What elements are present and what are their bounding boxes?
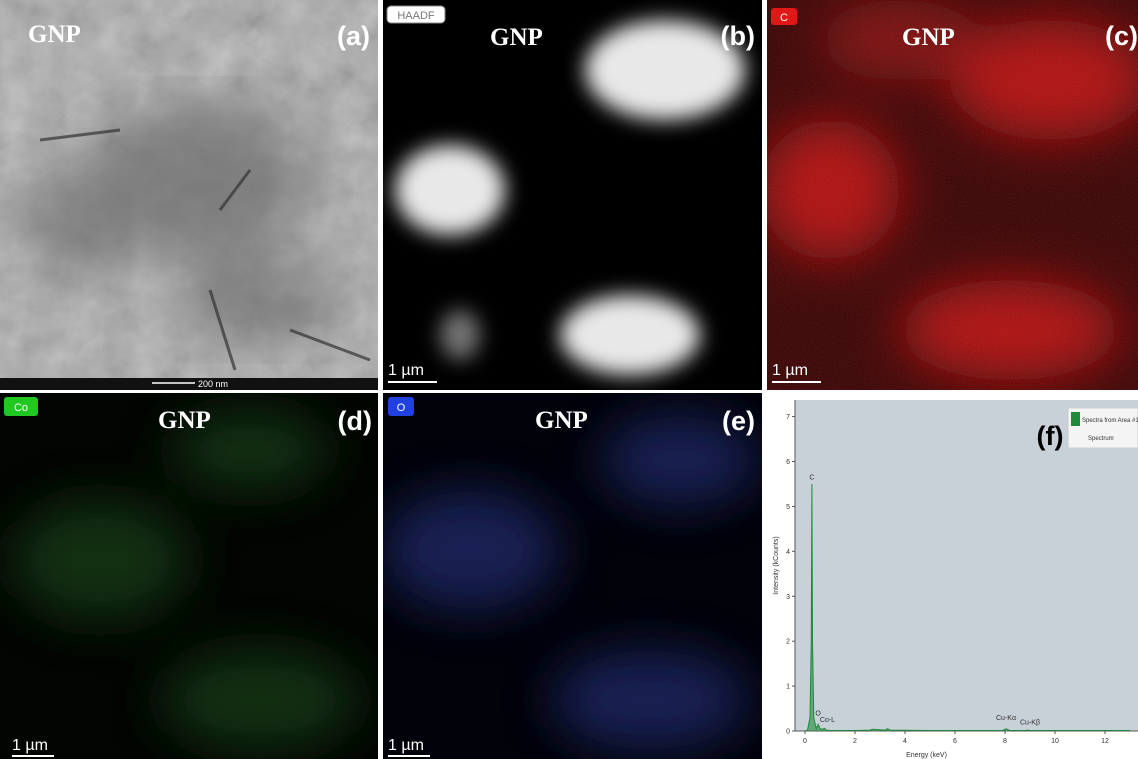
badge: O: [397, 402, 406, 414]
x-tick-label: 0: [803, 738, 807, 745]
panel-e: O GNP (e) 1 µm: [380, 393, 762, 759]
x-tick-label: 8: [1003, 738, 1007, 745]
y-tick-label: 7: [786, 414, 790, 421]
panel-title: GNP: [28, 21, 81, 48]
scale-bar-label: 1 µm: [388, 362, 424, 379]
peak-label: Co-L: [820, 717, 835, 724]
peak-label: Cu-Kβ: [1020, 719, 1040, 726]
panel-title: GNP: [490, 24, 543, 51]
legend-swatch: [1071, 412, 1080, 426]
badge: C: [780, 12, 788, 24]
y-tick-label: 6: [786, 459, 790, 466]
y-tick-label: 1: [786, 684, 790, 691]
scale-bar-label: 1 µm: [12, 737, 48, 754]
peak-label: C: [809, 474, 814, 481]
y-tick-label: 5: [786, 504, 790, 511]
badge: HAADF: [397, 10, 435, 22]
x-tick-label: 6: [953, 738, 957, 745]
panel-b: HAADF GNP (b) 1 µm: [383, 0, 762, 390]
figure: 200 nm GNP (a) HAADF GNP (b) 1 µm C GNP …: [0, 0, 1138, 759]
panel-label: (e): [722, 406, 755, 436]
legend-caption: Spectrum: [1088, 436, 1114, 442]
panel-a: 200 nm GNP (a): [0, 0, 378, 390]
x-axis-label: Energy (keV): [906, 752, 947, 759]
y-tick-label: 2: [786, 639, 790, 646]
panel-c: C GNP (c) 1 µm: [760, 0, 1138, 390]
panel-label: (a): [337, 21, 370, 51]
panel-d: Co GNP (d) 1 µm: [0, 393, 378, 759]
y-tick-label: 0: [786, 729, 790, 736]
scale-bar-label: 200 nm: [198, 379, 228, 389]
panel-title: GNP: [158, 407, 211, 434]
scale-bar-label: 1 µm: [772, 362, 808, 379]
panel-label: (c): [1105, 21, 1138, 51]
x-tick-label: 12: [1101, 738, 1109, 745]
x-tick-label: 2: [853, 738, 857, 745]
legend-label: Spectra from Area #1: [1082, 418, 1138, 424]
panel-label: (f): [1037, 421, 1064, 451]
panel-label: (d): [338, 406, 372, 436]
panel-title: GNP: [902, 24, 955, 51]
x-tick-label: 4: [903, 738, 907, 745]
peak-label: Cu-Kα: [996, 715, 1016, 722]
x-tick-label: 10: [1051, 738, 1059, 745]
badge: Co: [14, 402, 28, 414]
panel-title: GNP: [535, 407, 588, 434]
y-axis-label: Intensity (kCounts): [773, 536, 780, 594]
scale-bar-label: 1 µm: [388, 737, 424, 754]
y-tick-label: 4: [786, 549, 790, 556]
panel-label: (b): [721, 21, 755, 51]
y-tick-label: 3: [786, 594, 790, 601]
